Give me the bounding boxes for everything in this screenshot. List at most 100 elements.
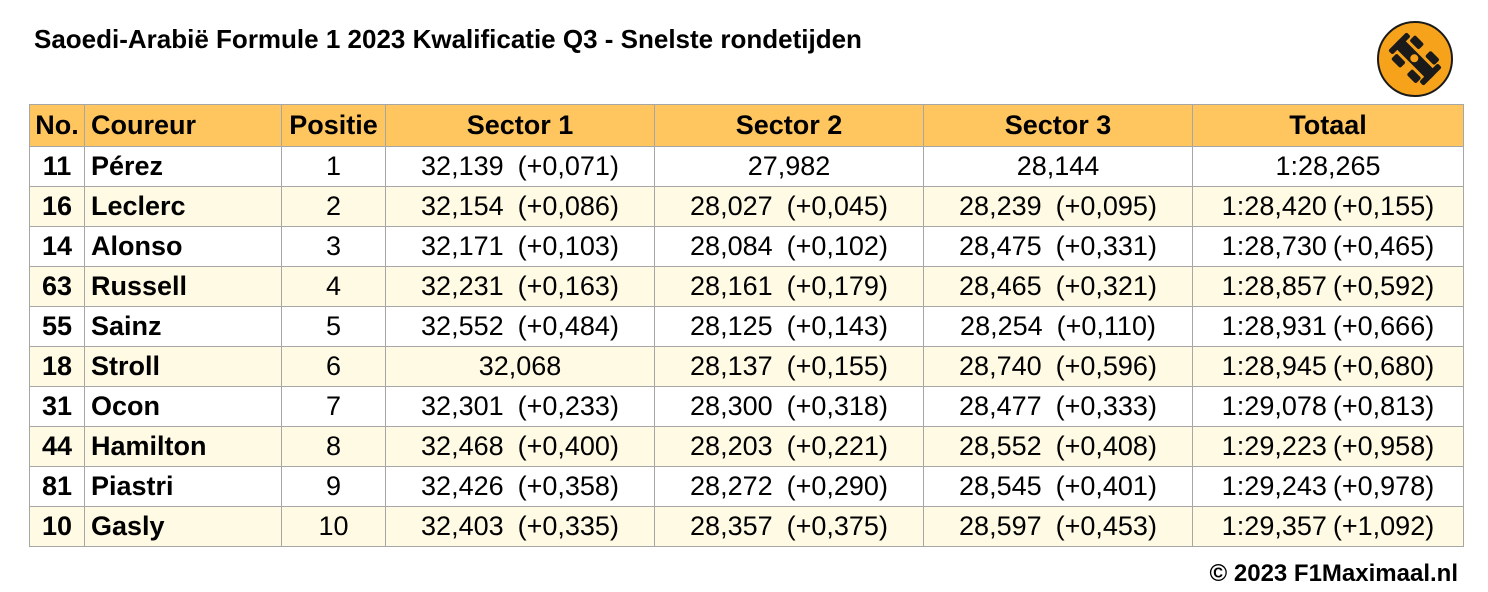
sector2-cell: 28,161 (+0,179)	[654, 266, 924, 307]
sector3-cell-time: 28,144	[1016, 151, 1100, 181]
total-cell-time: 1:28,265	[1275, 151, 1381, 181]
sector3-cell-time: 28,477	[959, 391, 1042, 421]
sector2-cell: 28,203 (+0,221)	[654, 426, 924, 467]
position-cell: 9	[281, 466, 386, 507]
sector2-cell-time: 28,027	[690, 191, 773, 221]
table-header-row: No. Coureur Positie Sector 1 Sector 2 Se…	[29, 104, 1464, 147]
total-cell-gap: (+0,958)	[1332, 431, 1435, 461]
sector1-cell: 32,301 (+0,233)	[385, 386, 655, 427]
sector2-cell: 27,982	[654, 146, 924, 187]
header-sector1: Sector 1	[385, 104, 655, 147]
header-total: Totaal	[1192, 104, 1464, 147]
sector2-cell-gap: (+0,143)	[786, 311, 888, 341]
header-sector3: Sector 3	[923, 104, 1193, 147]
car-number: 14	[29, 226, 85, 267]
total-cell: 1:29,078 (+0,813)	[1192, 386, 1464, 427]
sector3-cell-gap: (+0,331)	[1055, 231, 1157, 261]
sector1-cell-gap: (+0,071)	[517, 151, 619, 181]
sector2-cell: 28,125 (+0,143)	[654, 306, 924, 347]
position-cell: 2	[281, 186, 386, 227]
sector1-cell-gap: (+0,358)	[517, 471, 619, 501]
table-row: 10 Gasly 10 32,403 (+0,335) 28,357 (+0,375) 28,…	[29, 506, 1464, 547]
sector3-cell-time: 28,239	[959, 191, 1042, 221]
sector3-cell-gap: (+0,453)	[1055, 511, 1157, 541]
sector2-cell: 28,272 (+0,290)	[654, 466, 924, 507]
total-cell-gap: (+0,155)	[1332, 191, 1435, 221]
driver-name: Sainz	[84, 306, 282, 347]
total-cell-time: 1:28,931	[1221, 311, 1327, 341]
driver-name: Piastri	[84, 466, 282, 507]
driver-name: Pérez	[84, 146, 282, 187]
car-number: 31	[29, 386, 85, 427]
sector1-cell-time: 32,403	[421, 511, 504, 541]
header-driver: Coureur	[84, 104, 282, 147]
table-row: 16 Leclerc 2 32,154 (+0,086) 28,027 (+0,045) 28…	[29, 186, 1464, 227]
sector3-cell: 28,465 (+0,321)	[923, 266, 1193, 307]
total-cell: 1:28,857 (+0,592)	[1192, 266, 1464, 307]
sector2-cell: 28,137 (+0,155)	[654, 346, 924, 387]
header-no: No.	[29, 104, 85, 147]
total-cell: 1:28,420 (+0,155)	[1192, 186, 1464, 227]
sector3-cell-time: 28,545	[959, 471, 1042, 501]
total-cell-time: 1:28,857	[1221, 271, 1327, 301]
sector1-cell-gap: (+0,103)	[517, 231, 619, 261]
total-cell-gap: (+0,813)	[1332, 391, 1435, 421]
sector1-cell: 32,231 (+0,163)	[385, 266, 655, 307]
driver-name: Hamilton	[84, 426, 282, 467]
driver-name: Leclerc	[84, 186, 282, 227]
total-cell-time: 1:29,243	[1221, 471, 1327, 501]
sector1-cell-time: 32,154	[421, 191, 504, 221]
sector3-cell-gap: (+0,401)	[1055, 471, 1157, 501]
sector3-cell-time: 28,465	[959, 271, 1042, 301]
position-cell: 5	[281, 306, 386, 347]
total-cell: 1:29,357 (+1,092)	[1192, 506, 1464, 547]
sector3-cell-gap: (+0,095)	[1055, 191, 1157, 221]
race-car-icon	[1377, 21, 1453, 97]
sector2-cell-time: 28,300	[690, 391, 773, 421]
car-number: 81	[29, 466, 85, 507]
sector1-cell-gap: (+0,400)	[517, 431, 619, 461]
total-cell-time: 1:28,730	[1221, 231, 1327, 261]
sector1-cell-time: 32,552	[421, 311, 504, 341]
position-cell: 6	[281, 346, 386, 387]
position-cell: 8	[281, 426, 386, 467]
total-cell-time: 1:29,357	[1221, 511, 1327, 541]
table-row: 18 Stroll 6 32,068 28,137 (+0,155) 28,740 (+0,5…	[29, 346, 1464, 387]
car-number: 63	[29, 266, 85, 307]
sector3-cell-time: 28,740	[959, 351, 1042, 381]
total-cell-time: 1:28,420	[1221, 191, 1327, 221]
sector1-cell: 32,068	[385, 346, 655, 387]
sector3-cell-time: 28,597	[959, 511, 1042, 541]
total-cell: 1:29,223 (+0,958)	[1192, 426, 1464, 467]
sector2-cell-time: 28,357	[690, 511, 773, 541]
sector3-cell-gap: (+0,333)	[1055, 391, 1157, 421]
sector1-cell-gap: (+0,484)	[517, 311, 619, 341]
header-sector2: Sector 2	[654, 104, 924, 147]
sector2-cell-time: 28,203	[690, 431, 773, 461]
sector2-cell: 28,357 (+0,375)	[654, 506, 924, 547]
total-cell-gap: (+1,092)	[1332, 511, 1435, 541]
sector3-cell: 28,144	[923, 146, 1193, 187]
total-cell-time: 1:29,223	[1221, 431, 1327, 461]
car-number: 18	[29, 346, 85, 387]
sector1-cell-gap: (+0,335)	[517, 511, 619, 541]
sector1-cell: 32,139 (+0,071)	[385, 146, 655, 187]
sector2-cell: 28,300 (+0,318)	[654, 386, 924, 427]
position-cell: 1	[281, 146, 386, 187]
sector2-cell-gap: (+0,375)	[786, 511, 888, 541]
total-cell: 1:28,931 (+0,666)	[1192, 306, 1464, 347]
table-row: 44 Hamilton 8 32,468 (+0,400) 28,203 (+0,221) 2…	[29, 426, 1464, 467]
sector3-cell-gap: (+0,596)	[1055, 351, 1157, 381]
sector1-cell: 32,468 (+0,400)	[385, 426, 655, 467]
sector3-cell-time: 28,552	[959, 431, 1042, 461]
driver-name: Ocon	[84, 386, 282, 427]
sector3-cell-time: 28,254	[960, 311, 1043, 341]
total-cell-gap: (+0,680)	[1332, 351, 1435, 381]
copyright-footer: © 2023 F1Maximaal.nl	[1209, 560, 1458, 587]
sector2-cell-gap: (+0,290)	[786, 471, 888, 501]
results-table: No. Coureur Positie Sector 1 Sector 2 Se…	[29, 104, 1464, 547]
sector2-cell-time: 28,272	[690, 471, 773, 501]
sector2-cell-time: 28,125	[690, 311, 773, 341]
total-cell-time: 1:28,945	[1221, 351, 1327, 381]
sector2-cell-gap: (+0,179)	[786, 271, 888, 301]
